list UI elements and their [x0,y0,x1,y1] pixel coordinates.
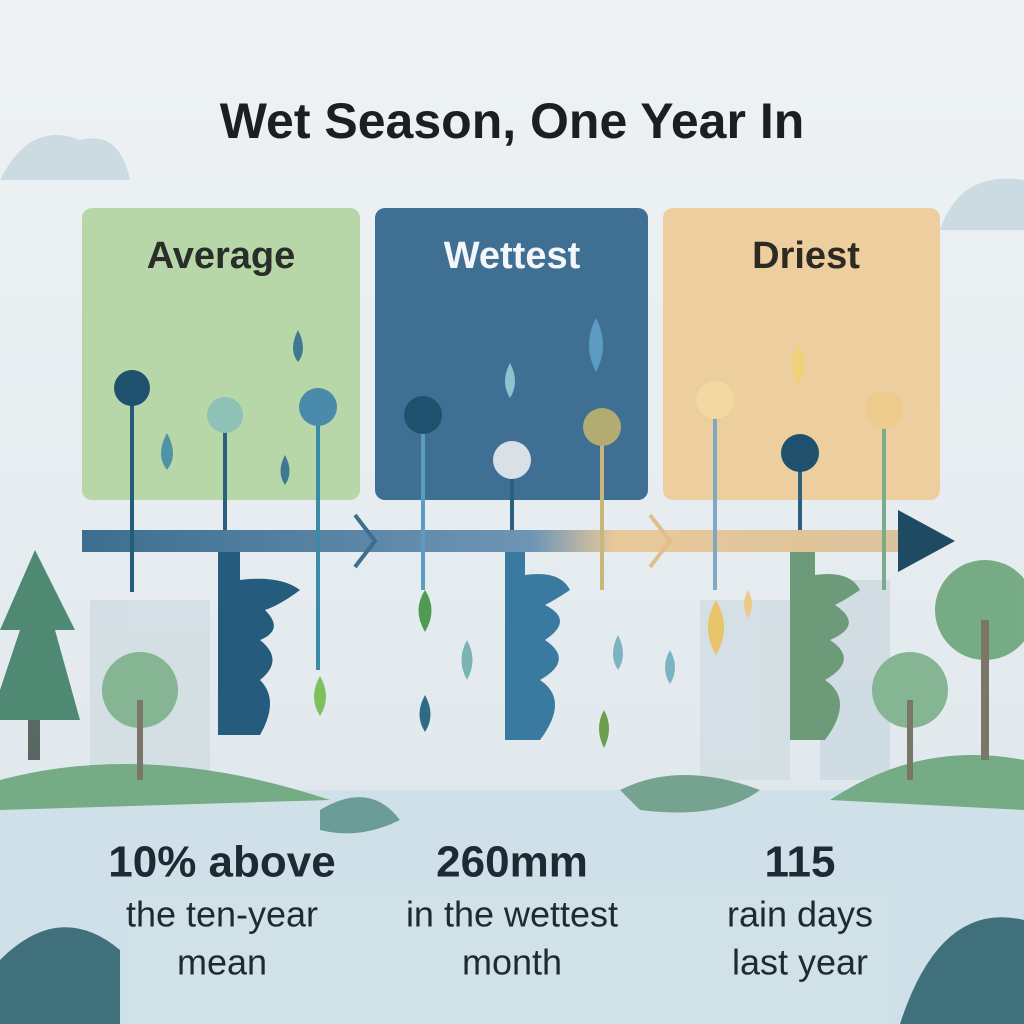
rain-gauges [218,552,860,740]
lollipops [114,370,903,670]
panel-label: Average [147,235,296,277]
stat-line: 10% above [108,838,335,887]
stat-line: month [462,942,562,983]
stat-line: last year [732,942,868,983]
scenery [0,135,1024,1024]
stat-line: 260mm [436,838,588,887]
stat-line: 115 [765,838,836,887]
panel-label: Wettest [444,235,581,277]
stat-line: the ten-year [126,894,318,935]
panel-wettest [375,208,648,500]
stat-line: rain days [727,894,873,935]
timeline [82,510,955,572]
rain-drops [161,318,804,748]
title: Wet Season, One Year In [220,93,805,149]
stat-line: in the wettest [406,894,618,935]
stat-line: mean [177,942,267,983]
panel-label: Driest [752,235,860,277]
panel-average [82,208,360,500]
